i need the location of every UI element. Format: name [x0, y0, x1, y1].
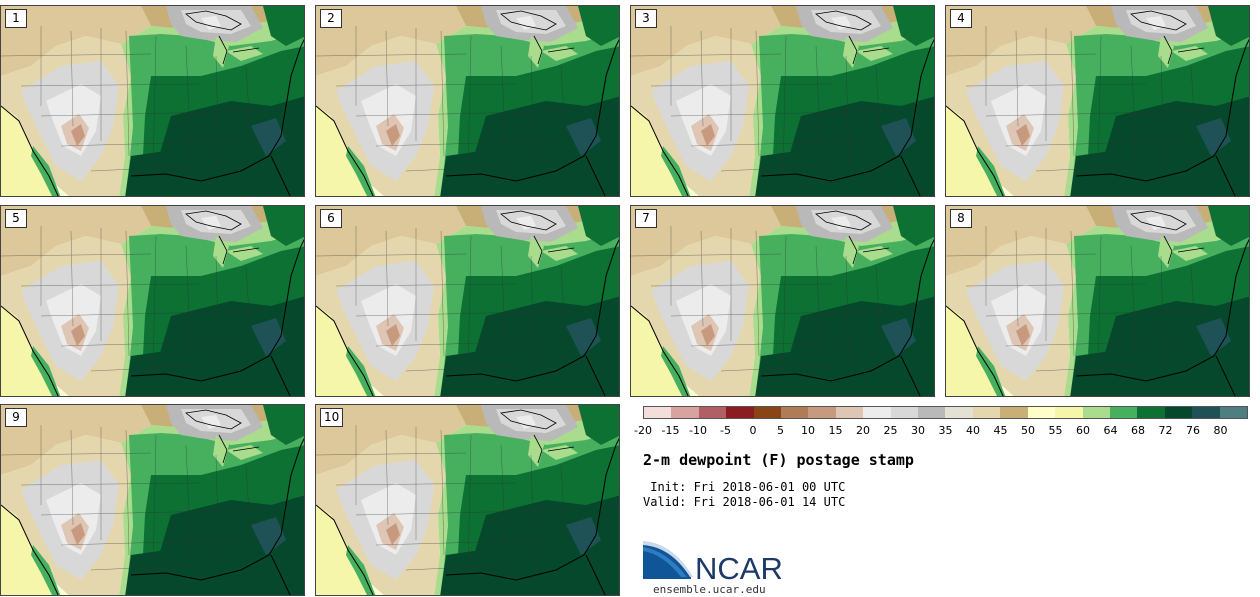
colorbar-tick-label: -20: [634, 424, 652, 437]
dewpoint-map: [1, 405, 304, 595]
colorbar-tick-label: -5: [720, 424, 731, 437]
colorbar-ticks: -20 -15 -10 -5 0 5 10 15 20 25 30 35 40 45 50 55 60 64 68 7…: [634, 424, 1248, 438]
colorbar-swatch: [753, 407, 782, 418]
colorbar-swatch: [644, 407, 672, 418]
colorbar-swatch: [671, 407, 699, 418]
dewpoint-map: [316, 206, 619, 396]
colorbar-tick-label: 50: [1021, 424, 1035, 437]
colorbar-swatch: [863, 407, 891, 418]
dewpoint-map: [946, 6, 1249, 196]
site-url: ensemble.ucar.edu: [653, 583, 766, 596]
colorbar: [643, 406, 1248, 419]
ensemble-member-panel: 3: [630, 5, 935, 197]
colorbar-swatch: [835, 407, 864, 418]
colorbar-tick-label: 64: [1103, 424, 1118, 437]
colorbar-swatch: [1000, 407, 1028, 418]
ncar-logo: NCAR: [643, 541, 793, 586]
colorbar-tick-label: 5: [777, 424, 784, 437]
colorbar-tick-label: 0: [749, 424, 757, 437]
panel-number-label: 4: [950, 9, 972, 28]
colorbar-tick-label: 20: [856, 424, 870, 437]
colorbar-swatch: [1109, 407, 1138, 418]
colorbar-swatch: [918, 407, 946, 418]
colorbar-tick-label: 55: [1048, 424, 1063, 437]
colorbar-tick-label: 80: [1213, 424, 1228, 437]
panel-number-label: 9: [5, 408, 27, 427]
colorbar-swatch: [1219, 407, 1247, 418]
dewpoint-map: [316, 6, 619, 196]
ensemble-member-panel: 1: [0, 5, 305, 197]
chart-title: 2-m dewpoint (F) postage stamp: [643, 451, 914, 469]
colorbar-tick-label: 68: [1131, 424, 1145, 437]
colorbar-tick-label: 60: [1076, 424, 1090, 437]
colorbar-swatch: [972, 407, 1001, 418]
colorbar-tick-label: 72: [1158, 424, 1173, 437]
dewpoint-map: [631, 206, 934, 396]
colorbar-swatch: [1164, 407, 1193, 418]
ensemble-member-panel: 4: [945, 5, 1250, 197]
colorbar-swatch: [945, 407, 973, 418]
colorbar-swatch: [1055, 407, 1083, 418]
colorbar-swatch: [808, 407, 836, 418]
panel-number-label: 5: [5, 209, 27, 228]
ensemble-member-panel: 7: [630, 205, 935, 397]
dewpoint-map: [1, 6, 304, 196]
colorbar-swatch: [1082, 407, 1110, 418]
ensemble-member-panel: 8: [945, 205, 1250, 397]
ensemble-member-panel: 9: [0, 404, 305, 596]
colorbar-swatch: [1027, 407, 1056, 418]
colorbar-swatch: [890, 407, 919, 418]
dewpoint-map: [631, 6, 934, 196]
colorbar-swatch: [698, 407, 727, 418]
dewpoint-map: [316, 405, 619, 595]
panel-number-label: 6: [320, 209, 342, 228]
colorbar-swatch: [726, 407, 754, 418]
ensemble-member-panel: 6: [315, 205, 620, 397]
svg-text:NCAR: NCAR: [695, 551, 783, 585]
init-time: Init: Fri 2018-06-01 00 UTC: [643, 480, 846, 494]
colorbar-swatch: [781, 407, 809, 418]
ensemble-member-panel: 10: [315, 404, 620, 596]
colorbar-swatch: [1137, 407, 1165, 418]
valid-time: Valid: Fri 2018-06-01 14 UTC: [643, 495, 846, 509]
dewpoint-map: [946, 206, 1249, 396]
colorbar-tick-label: 25: [883, 424, 898, 437]
colorbar-swatch: [1192, 407, 1220, 418]
colorbar-tick-label: 76: [1186, 424, 1200, 437]
colorbar-tick-label: 35: [938, 424, 953, 437]
panel-number-label: 8: [950, 209, 972, 228]
colorbar-tick-label: -15: [661, 424, 680, 437]
colorbar-tick-label: -10: [689, 424, 707, 437]
panel-number-label: 1: [5, 9, 27, 28]
colorbar-tick-label: 15: [828, 424, 843, 437]
colorbar-tick-label: 30: [911, 424, 925, 437]
colorbar-tick-label: 45: [993, 424, 1008, 437]
ensemble-member-panel: 2: [315, 5, 620, 197]
colorbar-tick-label: 10: [801, 424, 815, 437]
panel-number-label: 7: [635, 209, 657, 228]
colorbar-tick-label: 40: [966, 424, 980, 437]
panel-number-label: 10: [320, 408, 344, 427]
panel-number-label: 2: [320, 9, 342, 28]
dewpoint-map: [1, 206, 304, 396]
ensemble-member-panel: 5: [0, 205, 305, 397]
panel-number-label: 3: [635, 9, 657, 28]
